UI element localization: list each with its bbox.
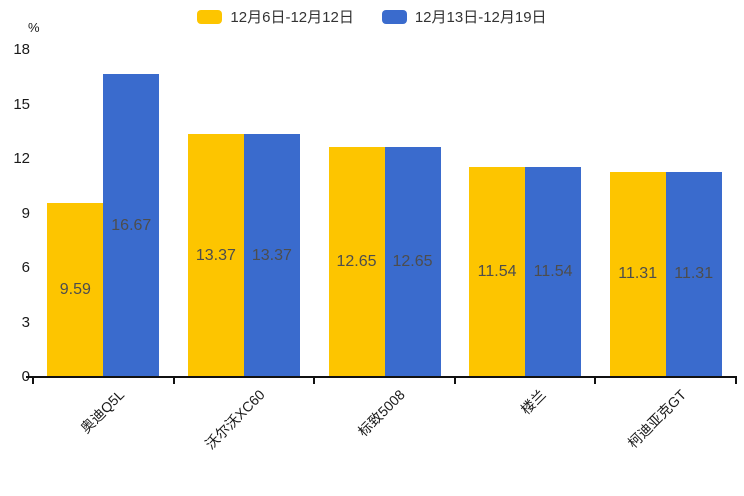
legend-label: 12月6日-12月12日: [230, 9, 354, 26]
legend-label: 12月13日-12月19日: [414, 9, 547, 26]
bar-value-label: 13.37: [195, 246, 236, 264]
legend-item-1[interactable]: 12月6日-12月12日: [197, 6, 354, 27]
y-tick-label: 3: [21, 313, 30, 331]
bar-12月13日-12月19日-柯迪亚克GT: [665, 171, 722, 377]
x-axis-tick: [313, 377, 316, 384]
x-category-label: 沃尔沃XC60: [201, 386, 268, 453]
x-axis-tick: [172, 377, 175, 384]
y-axis-unit-label: %: [28, 20, 40, 35]
x-category-label: 标致5008: [355, 386, 409, 440]
y-tick-label: 0: [0, 368, 30, 386]
x-category-label: 柯迪亚克GT: [624, 386, 690, 452]
bar-value-label: 9.59: [59, 280, 91, 298]
bar-12月13日-12月19日-楼兰: [525, 167, 582, 377]
bar-value-label: 11.54: [533, 263, 573, 281]
bar-12月6日-12月12日-沃尔沃XC60: [187, 134, 244, 377]
y-tick-label: 12: [13, 150, 30, 167]
x-category-label: 楼兰: [517, 386, 549, 418]
bar-value-label: 13.37: [251, 246, 292, 264]
bar-12月13日-12月19日-沃尔沃XC60: [243, 134, 300, 377]
legend-swatch: [197, 9, 223, 24]
y-axis-zero-tick: [26, 376, 33, 378]
bar-12月6日-12月12日-奥迪Q5L: [47, 202, 104, 377]
x-axis-tick: [32, 377, 34, 384]
y-tick-label: 9: [21, 204, 30, 222]
legend-swatch: [381, 9, 407, 24]
y-tick-label: 6: [21, 259, 30, 276]
bar-value-label: 11.54: [477, 263, 517, 281]
chart-legend: 12月6日-12月12日 12月13日-12月19日: [0, 6, 744, 27]
y-tick-label: 18: [13, 41, 30, 58]
legend-item-2[interactable]: 12月13日-12月19日: [381, 6, 547, 27]
bar-value-label: 16.67: [111, 216, 152, 234]
bar-value-label: 11.31: [618, 265, 658, 283]
bar-value-label: 12.65: [392, 253, 433, 271]
y-tick-label: 15: [13, 95, 30, 113]
bar-value-label: 12.65: [336, 253, 377, 271]
bar-12月6日-12月12日-标致5008: [328, 147, 385, 377]
x-category-label: 奥迪Q5L: [77, 386, 128, 437]
x-axis-line: [33, 376, 737, 378]
x-axis-tick: [735, 377, 737, 384]
bar-value-label: 11.31: [674, 265, 714, 283]
x-axis-tick: [594, 377, 597, 384]
x-axis-tick: [453, 377, 456, 384]
bar-12月6日-12月12日-柯迪亚克GT: [609, 171, 666, 377]
bar-12月13日-12月19日-标致5008: [384, 147, 441, 377]
bar-12月6日-12月12日-楼兰: [469, 167, 526, 377]
bar-12月13日-12月19日-奥迪Q5L: [103, 74, 160, 377]
